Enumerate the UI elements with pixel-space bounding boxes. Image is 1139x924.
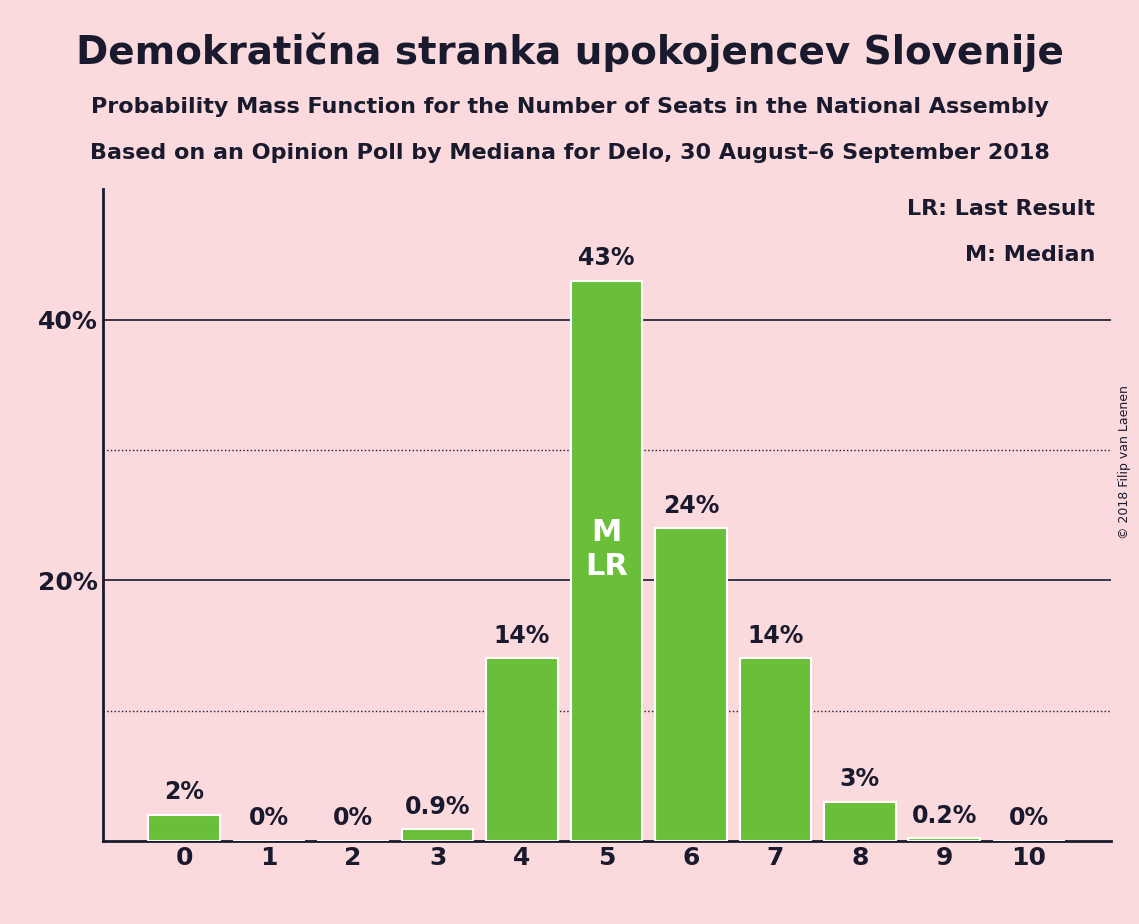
Bar	[655, 529, 727, 841]
Text: Demokratična stranka upokojencev Slovenije: Demokratična stranka upokojencev Sloveni…	[75, 32, 1064, 72]
Text: 0.9%: 0.9%	[404, 795, 470, 819]
Text: M: Median: M: Median	[965, 245, 1096, 265]
Text: 3%: 3%	[839, 767, 880, 791]
Bar	[402, 829, 474, 841]
Text: Based on an Opinion Poll by Mediana for Delo, 30 August–6 September 2018: Based on an Opinion Poll by Mediana for …	[90, 143, 1049, 164]
Bar	[739, 659, 811, 841]
Bar	[486, 659, 558, 841]
Bar	[909, 838, 981, 841]
Text: 2%: 2%	[164, 781, 204, 805]
Text: 43%: 43%	[579, 246, 634, 270]
Text: 0.2%: 0.2%	[911, 804, 977, 828]
Text: 14%: 14%	[747, 624, 804, 648]
Bar	[571, 281, 642, 841]
Text: 0%: 0%	[333, 807, 374, 831]
Text: 14%: 14%	[494, 624, 550, 648]
Text: 0%: 0%	[248, 807, 289, 831]
Text: 24%: 24%	[663, 493, 719, 517]
Text: Probability Mass Function for the Number of Seats in the National Assembly: Probability Mass Function for the Number…	[91, 97, 1048, 117]
Text: 0%: 0%	[1009, 807, 1049, 831]
Text: LR: Last Result: LR: Last Result	[908, 200, 1096, 219]
Text: M
LR: M LR	[585, 518, 628, 581]
Bar	[148, 815, 220, 841]
Bar	[823, 802, 895, 841]
Text: © 2018 Filip van Laenen: © 2018 Filip van Laenen	[1118, 385, 1131, 539]
